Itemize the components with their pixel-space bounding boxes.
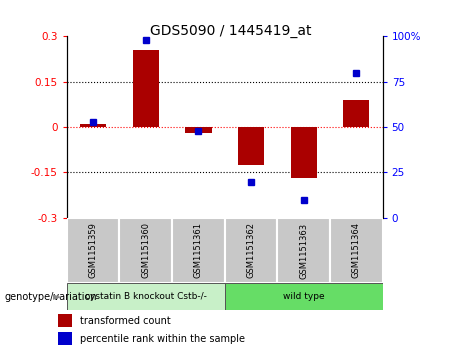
- Bar: [172, 218, 225, 283]
- Text: transformed count: transformed count: [80, 315, 171, 326]
- Bar: [290, 127, 317, 179]
- Bar: [278, 218, 330, 283]
- Bar: [185, 127, 212, 133]
- Text: wild type: wild type: [283, 292, 325, 301]
- Text: genotype/variation: genotype/variation: [5, 292, 97, 302]
- Bar: [58, 314, 72, 327]
- Bar: [58, 332, 72, 345]
- Bar: [80, 124, 106, 127]
- Bar: [67, 218, 119, 283]
- Text: GSM1151363: GSM1151363: [299, 223, 308, 278]
- Bar: [119, 218, 172, 283]
- Bar: [225, 218, 278, 283]
- Text: GSM1151362: GSM1151362: [247, 223, 255, 278]
- Bar: [225, 283, 383, 310]
- Text: percentile rank within the sample: percentile rank within the sample: [80, 334, 245, 344]
- Text: GSM1151360: GSM1151360: [141, 223, 150, 278]
- Text: cystatin B knockout Cstb-/-: cystatin B knockout Cstb-/-: [85, 292, 207, 301]
- Bar: [238, 127, 264, 165]
- Bar: [343, 100, 369, 127]
- Text: ►: ►: [53, 292, 62, 302]
- Text: GSM1151361: GSM1151361: [194, 223, 203, 278]
- Text: GDS5090 / 1445419_at: GDS5090 / 1445419_at: [150, 24, 311, 38]
- Bar: [330, 218, 383, 283]
- Bar: [133, 50, 159, 127]
- Bar: [67, 283, 225, 310]
- Text: GSM1151364: GSM1151364: [352, 223, 361, 278]
- Text: GSM1151359: GSM1151359: [89, 223, 98, 278]
